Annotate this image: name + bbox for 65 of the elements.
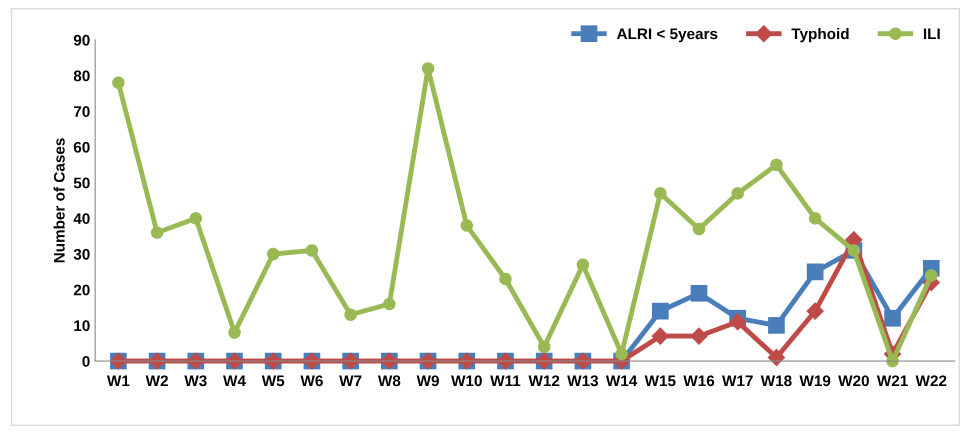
point <box>768 348 785 366</box>
y-tick-label: 30 <box>74 248 90 260</box>
point <box>576 258 590 271</box>
point <box>729 313 746 330</box>
x-tick-label: W3 <box>184 375 207 386</box>
point <box>306 244 318 257</box>
x-tick-label: W13 <box>567 375 598 386</box>
point <box>808 212 822 225</box>
x-tick-label: W10 <box>451 375 482 386</box>
point <box>615 348 628 360</box>
y-tick-label: 40 <box>74 213 90 224</box>
point <box>770 158 783 172</box>
point <box>884 310 901 327</box>
x-tick-label: W1 <box>106 376 130 386</box>
y-tick-label: 70 <box>74 106 90 117</box>
y-tick-label: 90 <box>74 34 90 46</box>
point <box>690 284 708 302</box>
x-tick-label: W5 <box>262 376 284 386</box>
point <box>538 340 550 354</box>
x-tick-label: W11 <box>490 376 520 386</box>
x-tick-label: W4 <box>223 376 246 386</box>
x-tick-label: W20 <box>838 375 869 386</box>
point <box>768 317 785 334</box>
point <box>150 226 164 239</box>
legend-label: ALRI < 5years <box>616 28 718 42</box>
x-tick-label: W12 <box>528 375 560 386</box>
legend-label: ILI <box>924 28 940 40</box>
point <box>806 302 824 320</box>
point <box>460 219 474 232</box>
y-tick-label: 20 <box>74 284 90 296</box>
point <box>190 212 202 225</box>
x-tick-label: W14 <box>606 376 638 386</box>
x-tick-label: W18 <box>760 375 792 386</box>
y-axis-title: Number of Cases <box>54 138 65 262</box>
point <box>692 222 706 236</box>
point <box>383 298 396 310</box>
x-tick-label: W19 <box>799 375 830 386</box>
point <box>652 302 669 320</box>
x-tick-label: W21 <box>876 375 908 386</box>
y-tick-label: 0 <box>82 356 90 367</box>
point <box>731 187 744 200</box>
point <box>422 62 434 75</box>
point <box>228 326 241 339</box>
point <box>654 187 667 200</box>
y-tick-label: 50 <box>74 178 90 188</box>
point <box>344 308 357 321</box>
y-tick-label: 10 <box>74 320 90 332</box>
legend-label: Typhoid <box>791 28 849 42</box>
point <box>266 248 280 260</box>
x-tick-label: W9 <box>416 375 439 386</box>
point <box>112 76 125 89</box>
x-tick-label: W16 <box>683 375 714 386</box>
point <box>499 272 512 286</box>
x-tick-label: W2 <box>146 375 168 386</box>
point <box>806 264 824 280</box>
x-tick-label: W17 <box>722 376 753 386</box>
x-tick-label: W22 <box>916 375 946 386</box>
x-tick-label: W8 <box>378 375 400 386</box>
y-tick-label: 80 <box>74 70 90 82</box>
point <box>925 269 938 282</box>
x-tick-label: W15 <box>644 376 676 386</box>
y-tick-label: 60 <box>74 142 90 153</box>
x-tick-label: W7 <box>339 376 362 386</box>
point <box>652 328 669 345</box>
x-tick-label: W6 <box>300 375 323 386</box>
